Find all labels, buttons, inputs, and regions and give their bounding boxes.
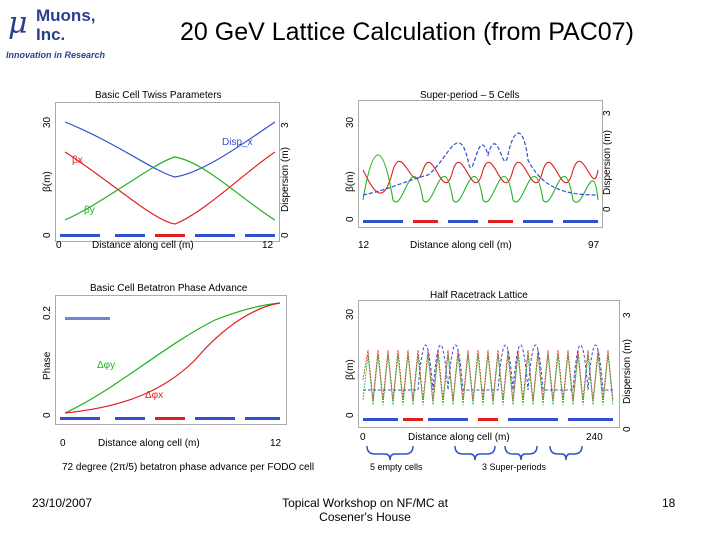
- logo-name-line1: Muons,: [36, 6, 96, 25]
- twiss-x-tick-end: 12: [262, 240, 274, 251]
- phase-label-px: Δφx: [145, 390, 164, 401]
- superperiod-ylabel-right: Dispersion (m): [602, 129, 613, 195]
- phase-xlabel: Distance along cell (m): [98, 438, 200, 449]
- superperiod-right-tick-top: 3: [602, 110, 613, 116]
- racetrack-annotation-super: 3 Super-periods: [482, 462, 547, 472]
- racetrack-ylabel-right: Dispersion (m): [622, 338, 633, 404]
- racetrack-annotation-empty: 5 empty cells: [370, 462, 423, 472]
- superperiod-title: Super-period – 5 Cells: [420, 90, 520, 101]
- slide-title: 20 GeV Lattice Calculation (from PAC07): [180, 18, 634, 46]
- twiss-left-tick-bottom: 0: [42, 232, 53, 238]
- superperiod-left-tick-top: 30: [345, 116, 356, 128]
- twiss-right-tick-bottom: 0: [280, 232, 291, 238]
- racetrack-left-tick-bottom: 0: [345, 412, 356, 418]
- racetrack-braces: [366, 445, 583, 461]
- phase-title: Basic Cell Betatron Phase Advance: [90, 283, 248, 294]
- footer-workshop: Topical Workshop on NF/MC at Cosener's H…: [260, 496, 470, 524]
- racetrack-plot: [358, 300, 620, 428]
- phase-plot: [55, 295, 287, 425]
- racetrack-xlabel: Distance along cell (m): [408, 432, 510, 443]
- twiss-x-tick-start: 0: [56, 240, 62, 251]
- superperiod-x-tick-end: 97: [588, 240, 600, 251]
- phase-label-py: Δφy: [97, 360, 116, 371]
- superperiod-right-tick-bottom: 0: [602, 206, 613, 212]
- caption: 72 degree (2π/5) betatron phase advance …: [62, 462, 315, 473]
- racetrack-right-tick-top: 3: [622, 312, 633, 318]
- logo-name-line2: Inc.: [36, 25, 66, 44]
- footer-date: 23/10/2007: [32, 496, 93, 510]
- phase-left-tick-top: 0.2: [42, 306, 53, 320]
- twiss-ylabel-right: Dispersion (m): [280, 146, 291, 212]
- superperiod-left-tick-bottom: 0: [345, 216, 356, 222]
- logo-name: Muons, Inc.: [36, 6, 96, 44]
- twiss-label-by: βy: [84, 205, 95, 216]
- phase-x-tick-end: 12: [270, 438, 282, 449]
- racetrack-x-tick-end: 240: [586, 432, 603, 443]
- superperiod-xlabel: Distance along cell (m): [410, 240, 512, 251]
- twiss-left-tick-top: 30: [42, 116, 53, 128]
- superperiod-x-tick-start: 12: [358, 240, 370, 251]
- twiss-label-bx: βx: [72, 155, 83, 166]
- logo-tagline: Innovation in Research: [6, 50, 106, 60]
- twiss-right-tick-top: 3: [280, 122, 291, 128]
- superperiod-ylabel-left: β(m): [345, 171, 356, 192]
- racetrack-right-tick-bottom: 0: [622, 426, 633, 432]
- superperiod-plot: [358, 100, 603, 228]
- twiss-plot: [55, 102, 280, 242]
- racetrack-ylabel-left: β(m): [345, 359, 356, 380]
- logo-mu-symbol: μ: [8, 6, 28, 41]
- muons-logo: μ Muons, Inc. Innovation in Research: [4, 2, 132, 60]
- twiss-xlabel: Distance along cell (m): [92, 240, 194, 251]
- phase-ylabel-left: Phase: [42, 351, 53, 380]
- twiss-label-disp: Disp_x: [222, 137, 253, 148]
- footer-page-number: 18: [662, 496, 676, 510]
- footer-workshop-line1: Topical Workshop on NF/MC at: [282, 496, 448, 510]
- footer-workshop-line2: Cosener's House: [319, 510, 411, 524]
- racetrack-left-tick-top: 30: [345, 308, 356, 320]
- racetrack-title: Half Racetrack Lattice: [430, 290, 528, 301]
- phase-left-tick-bottom: 0: [42, 412, 53, 418]
- twiss-ylabel-left: β(m): [42, 171, 53, 192]
- racetrack-x-tick-start: 0: [360, 432, 366, 443]
- phase-x-tick-start: 0: [60, 438, 66, 449]
- twiss-title: Basic Cell Twiss Parameters: [95, 90, 222, 101]
